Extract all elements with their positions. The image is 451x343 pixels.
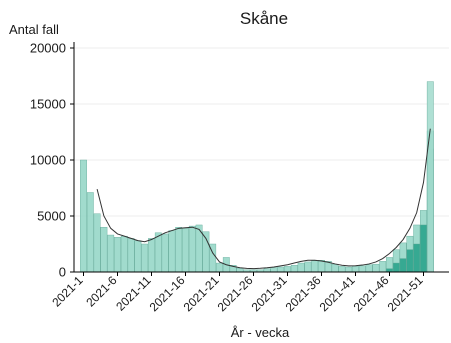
y-tick-label-4: 20000 bbox=[30, 41, 66, 56]
y-tick-labels: 0 5000 10000 15000 20000 bbox=[30, 41, 74, 280]
bar-series0-3 bbox=[100, 226, 108, 273]
bar-series0-2 bbox=[93, 213, 101, 273]
bar-series0-23 bbox=[236, 267, 244, 273]
bar-series0-14 bbox=[175, 226, 183, 273]
bar-series0-29 bbox=[277, 266, 285, 273]
x-axis-label: År - vecka bbox=[231, 325, 290, 340]
chart-title: Skåne bbox=[240, 9, 288, 28]
bar-series0-13 bbox=[168, 230, 176, 273]
bar-series0-31 bbox=[290, 265, 298, 273]
bar-series0-11 bbox=[154, 232, 162, 273]
bar-series0-0 bbox=[80, 159, 87, 273]
bar-series0-5 bbox=[114, 237, 121, 273]
bar-series1-45 bbox=[386, 268, 393, 273]
bar-series0-35 bbox=[318, 260, 325, 273]
x-tick-label-7: 2021-36 bbox=[283, 273, 324, 314]
bar-series1-50 bbox=[420, 224, 427, 273]
x-tick-label-6: 2021-31 bbox=[249, 273, 290, 314]
bar-series0-4 bbox=[107, 234, 115, 273]
x-tick-label-8: 2021-41 bbox=[317, 273, 358, 314]
bar-series0-20 bbox=[216, 262, 223, 273]
bar-series0-10 bbox=[148, 238, 155, 273]
bar-series2-51 bbox=[426, 81, 434, 273]
x-tick-label-5: 2021-26 bbox=[215, 273, 256, 314]
x-tick-label-4: 2021-21 bbox=[181, 273, 222, 314]
bar-series0-41 bbox=[358, 265, 366, 273]
bar-series0-15 bbox=[182, 228, 189, 273]
bar-series0-27 bbox=[263, 268, 271, 273]
bar-series0-12 bbox=[161, 233, 169, 273]
y-tick-label-3: 15000 bbox=[30, 97, 66, 112]
x-tick-label-3: 2021-16 bbox=[147, 273, 188, 314]
trend-lines bbox=[96, 128, 431, 270]
bar-series1-49 bbox=[413, 243, 421, 273]
y-tick-label-1: 5000 bbox=[37, 209, 66, 224]
bar-series0-34 bbox=[311, 260, 319, 273]
bar-series1-47 bbox=[399, 258, 407, 273]
axes bbox=[73, 42, 449, 273]
bar-series0-38 bbox=[338, 266, 346, 273]
x-tick-labels: 2021-12021-62021-112021-162021-212021-26… bbox=[49, 272, 426, 314]
bar-series0-28 bbox=[270, 267, 278, 273]
bar-series0-40 bbox=[352, 266, 359, 273]
bar-series0-43 bbox=[372, 263, 380, 273]
x-tick-label-9: 2021-46 bbox=[351, 273, 392, 314]
bar-series0-33 bbox=[304, 261, 312, 273]
bar-series0-7 bbox=[127, 238, 135, 273]
bar-series0-42 bbox=[365, 264, 373, 273]
y-axis-label: Antal fall bbox=[9, 22, 59, 37]
bar-series0-16 bbox=[188, 225, 196, 273]
x-tick-label-0: 2021-1 bbox=[49, 273, 86, 310]
bar-series0-1 bbox=[86, 192, 94, 273]
bar-series1-46 bbox=[392, 262, 400, 273]
y-tick-label-0: 0 bbox=[59, 265, 66, 280]
y-tick-label-2: 10000 bbox=[30, 153, 66, 168]
bar-series0-32 bbox=[297, 262, 305, 273]
x-tick-label-10: 2021-51 bbox=[385, 273, 426, 314]
bar-series0-9 bbox=[141, 243, 149, 273]
bar-series0-37 bbox=[331, 263, 339, 273]
bar-series0-8 bbox=[134, 240, 142, 273]
trend-line-0 bbox=[96, 128, 431, 270]
bar-series0-39 bbox=[345, 266, 353, 273]
bars bbox=[80, 81, 434, 273]
bar-series0-30 bbox=[284, 266, 291, 273]
bar-series0-44 bbox=[379, 261, 387, 273]
x-tick-label-2: 2021-11 bbox=[113, 273, 154, 314]
bar-series0-6 bbox=[120, 235, 128, 273]
bar-series1-48 bbox=[406, 249, 414, 273]
